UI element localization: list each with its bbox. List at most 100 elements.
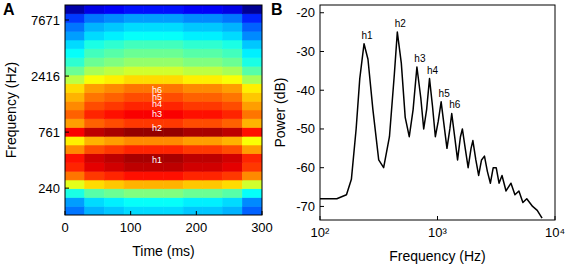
heatmap-cell (85, 163, 105, 172)
heatmap-cell (242, 189, 262, 198)
heatmap-cell (144, 75, 164, 84)
heatmap-cell (242, 31, 262, 40)
heatmap-cell (183, 75, 203, 84)
heatmap-cell (65, 110, 85, 119)
heatmap-cell (124, 93, 144, 102)
heatmap-cell (183, 57, 203, 66)
heatmap-cell (242, 93, 262, 102)
heatmap-cell (183, 31, 203, 40)
heatmap-cell (223, 5, 243, 14)
harmonic-label: h2 (395, 18, 407, 29)
heatmap-cell (242, 22, 262, 31)
heatmap-cell (164, 14, 184, 23)
heatmap-cell (144, 136, 164, 145)
heatmap-cell (242, 171, 262, 180)
heatmap-cell (104, 5, 124, 14)
heatmap-cell (164, 22, 184, 31)
heatmap-cell (223, 136, 243, 145)
harmonic-label: h1 (361, 30, 373, 41)
heatmap-cell (223, 163, 243, 172)
heatmap-cell (65, 163, 85, 172)
heatmap-cell (85, 189, 105, 198)
heatmap-cell (85, 14, 105, 23)
heatmap-cell (183, 66, 203, 75)
heatmap-cell (242, 75, 262, 84)
heatmap-cell (164, 49, 184, 58)
heatmap-cell (124, 49, 144, 58)
heatmap-cell (124, 14, 144, 23)
heatmap-cell (124, 206, 144, 215)
x-tick (437, 216, 438, 220)
heatmap-cell (104, 119, 124, 128)
heatmap-cell (242, 57, 262, 66)
x-tick (555, 216, 556, 220)
heatmap-cell (164, 206, 184, 215)
heatmap-cell (124, 128, 144, 137)
heatmap-cell (164, 119, 184, 128)
harmonic-label: h3 (414, 53, 426, 64)
heatmap-cell (124, 57, 144, 66)
heatmap-cell (144, 171, 164, 180)
heatmap-cell (164, 180, 184, 189)
heatmap-cell (144, 49, 164, 58)
heatmap-cell (85, 57, 105, 66)
heatmap-cell (242, 49, 262, 58)
x-tick-label: 10² (311, 225, 330, 240)
heatmap-cell (242, 101, 262, 110)
heatmap-cell (242, 84, 262, 93)
heatmap-cell (223, 49, 243, 58)
heatmap-cell (104, 110, 124, 119)
x-tick-label: 300 (251, 220, 273, 235)
heatmap-cell (242, 66, 262, 75)
heatmap-cell (183, 22, 203, 31)
heatmap-cell (104, 66, 124, 75)
y-tick-label: -70 (296, 199, 315, 214)
heatmap-cell (223, 154, 243, 163)
heatmap-cell (223, 40, 243, 49)
heatmap-cell (183, 119, 203, 128)
heatmap-cell (124, 119, 144, 128)
heatmap-cell (124, 180, 144, 189)
heatmap-cell (65, 206, 85, 215)
heatmap-cell (124, 40, 144, 49)
heatmap-cell (65, 84, 85, 93)
heatmap-cell (223, 93, 243, 102)
heatmap-cell (104, 75, 124, 84)
heatmap-cell (124, 189, 144, 198)
heatmap-cell (65, 197, 85, 206)
heatmap-cell (85, 119, 105, 128)
heatmap-cell (164, 31, 184, 40)
x-axis-label: Frequency (Hz) (389, 248, 485, 264)
x-tick-label: 10⁴ (545, 225, 565, 240)
heatmap-cell (242, 180, 262, 189)
y-tick-label: -40 (296, 83, 315, 98)
heatmap-cell (183, 145, 203, 154)
x-axis-label: Time (ms) (132, 243, 194, 259)
heatmap-cell (223, 101, 243, 110)
heatmap-cell (223, 189, 243, 198)
heatmap-cell (85, 145, 105, 154)
heatmap-cell (164, 145, 184, 154)
heatmap-cell (203, 66, 223, 75)
heatmap-cell (223, 75, 243, 84)
harmonic-label: h1 (152, 155, 162, 165)
heatmap-cell (183, 171, 203, 180)
heatmap-cell (144, 66, 164, 75)
heatmap-cell (85, 84, 105, 93)
heatmap-cell (164, 136, 184, 145)
heatmap-cell (164, 40, 184, 49)
heatmap-cell (183, 189, 203, 198)
heatmap-cell (203, 163, 223, 172)
heatmap-cell (104, 189, 124, 198)
heatmap-cell (223, 66, 243, 75)
heatmap-cell (164, 154, 184, 163)
heatmap-cell (203, 119, 223, 128)
heatmap-cell (144, 31, 164, 40)
heatmap-cell (65, 49, 85, 58)
heatmap-cell (65, 75, 85, 84)
heatmap-cell (104, 206, 124, 215)
heatmap-cell (65, 93, 85, 102)
heatmap-cell (203, 5, 223, 14)
x-tick (196, 211, 197, 215)
plot-area (65, 5, 262, 215)
